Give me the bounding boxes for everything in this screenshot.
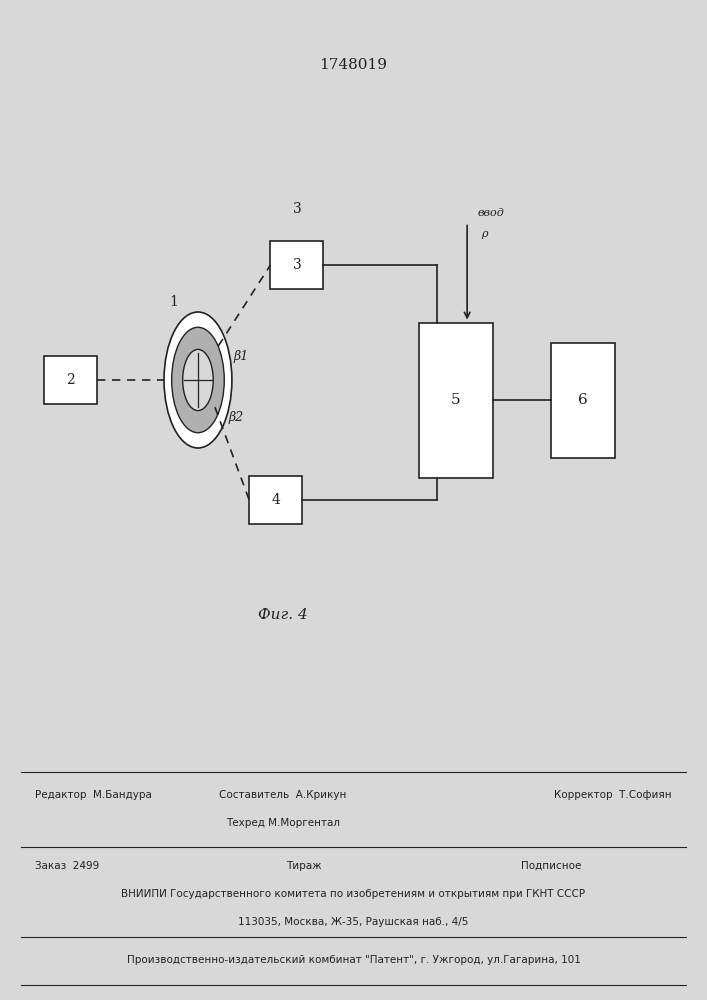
Text: Техред М.Моргентал: Техред М.Моргентал xyxy=(226,818,340,828)
Text: β2: β2 xyxy=(228,411,244,424)
Text: ВНИИПИ Государственного комитета по изобретениям и открытиям при ГКНТ СССР: ВНИИПИ Государственного комитета по изоб… xyxy=(122,889,585,899)
Text: 3: 3 xyxy=(293,258,301,272)
Text: Фиг. 4: Фиг. 4 xyxy=(258,608,308,622)
Text: Тираж: Тираж xyxy=(286,861,322,871)
Text: 6: 6 xyxy=(578,393,588,407)
Text: ввод: ввод xyxy=(478,208,505,218)
Text: 3: 3 xyxy=(293,202,301,216)
Bar xyxy=(270,241,324,289)
Text: 1: 1 xyxy=(170,295,179,309)
Text: Производственно-издательский комбинат "Патент", г. Ужгород, ул.Гагарина, 101: Производственно-издательский комбинат "П… xyxy=(127,955,580,965)
Text: β1: β1 xyxy=(233,350,249,363)
Bar xyxy=(250,476,303,524)
Text: Редактор  М.Бандура: Редактор М.Бандура xyxy=(35,790,152,800)
Bar xyxy=(419,322,493,478)
Text: 113035, Москва, Ж-35, Раушская наб., 4/5: 113035, Москва, Ж-35, Раушская наб., 4/5 xyxy=(238,917,469,927)
Text: 4: 4 xyxy=(271,493,280,507)
Text: ρ: ρ xyxy=(481,229,488,239)
Ellipse shape xyxy=(182,349,214,411)
Bar xyxy=(551,342,615,458)
Text: 1748019: 1748019 xyxy=(320,58,387,72)
Ellipse shape xyxy=(164,312,232,448)
Ellipse shape xyxy=(172,327,224,433)
Text: Заказ  2499: Заказ 2499 xyxy=(35,861,100,871)
Text: 2: 2 xyxy=(66,373,75,387)
Text: Подписное: Подписное xyxy=(521,861,582,871)
Text: Составитель  А.Крикун: Составитель А.Крикун xyxy=(219,790,346,800)
Text: 5: 5 xyxy=(451,393,461,407)
Bar xyxy=(44,356,98,404)
Text: Корректор  Т.Софиян: Корректор Т.Софиян xyxy=(554,790,672,800)
